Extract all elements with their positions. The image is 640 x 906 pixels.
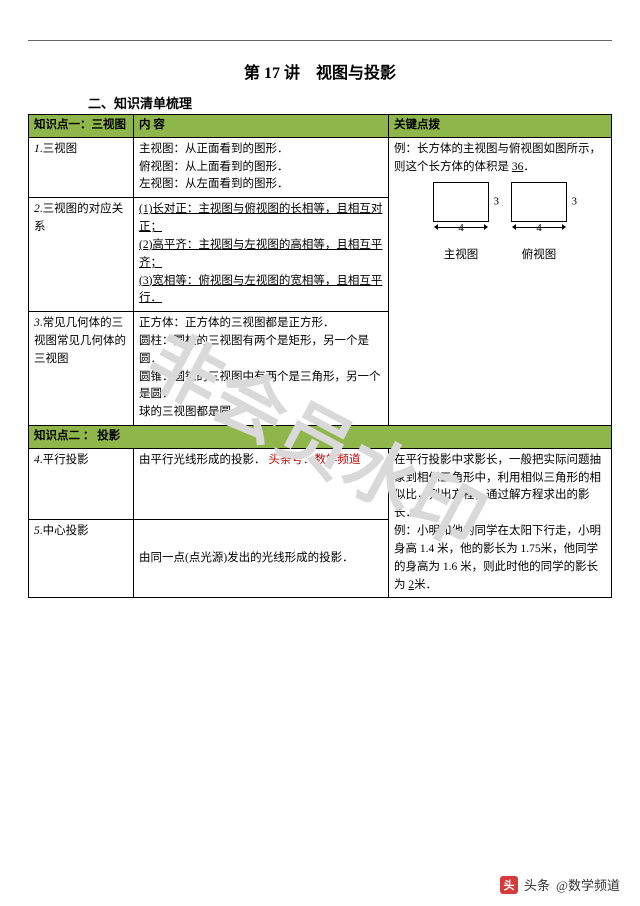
front-rect: 3 4 (433, 182, 489, 222)
row-text: .三视图 (40, 143, 77, 155)
dim-label: 4 (458, 220, 464, 237)
row-text: .常见几何体的三视图常见几何体的三视图 (34, 317, 126, 365)
diagram-top: 3 4 俯视图 (511, 182, 567, 265)
tag-channel: 数学频道 (314, 454, 360, 466)
diagram-caption: 俯视图 (511, 247, 567, 265)
table-row: 4.平行投影 由平行光线形成的投影． 头条号：数学频道 在平行投影中求影长，一般… (29, 448, 612, 520)
col3-header: 关键点拨 (389, 115, 612, 138)
row5-content: 由同一点(点光源)发出的光线形成的投影． (134, 520, 389, 598)
diagram-front: 3 4 主视图 (433, 182, 489, 265)
content-text: 由平行光线形成的投影． (139, 454, 266, 466)
section-row: 知识点二 ： 投影 (29, 426, 612, 449)
row5-label: 5.中心投影 (29, 520, 134, 598)
content-line: (1)长对正：主视图与俯视图的长相等，且相互对正； (139, 201, 383, 237)
ex1-suffix: ． (523, 161, 535, 173)
col1-header: 知识点一：三视图 (29, 115, 134, 138)
ex1-answer: 36 (512, 161, 524, 173)
footer-author: @数学频道 (556, 875, 620, 894)
row3-label: 3.常见几何体的三视图常见几何体的三视图 (29, 312, 134, 426)
top-rect: 3 4 (511, 182, 567, 222)
content-line: 圆柱：圆柱的三视图有两个是矩形，另一个是圆． (139, 333, 383, 369)
content-line: 圆锥：圆锥的三视图中有两个是三角形，另一个是圆． (139, 369, 383, 405)
row2-content: (1)长对正：主视图与俯视图的长相等，且相互对正； (2)高平齐：主视图与左视图… (134, 198, 389, 312)
toutiao-logo-icon: 头 (500, 876, 518, 894)
section-subtitle: 二、知识清单梳理 (88, 93, 612, 112)
example1-text: 例：长方体的主视图与俯视图如图所示，则这个长方体的体积是 36． (394, 141, 606, 177)
row1-content: 主视图：从正面看到的图形． 俯视图：从上面看到的图形． 左视图：从左面看到的图形… (134, 137, 389, 197)
col2-header: 内 容 (134, 115, 389, 138)
content-line: 主视图：从正面看到的图形． (139, 141, 383, 159)
content-line: 正方体：正方体的三视图都是正方形． (139, 315, 383, 333)
key-example2: 例：小明和他的同学在太阳下行走，小明身高 1.4 米，他的影长为 1.75米，他… (394, 523, 606, 594)
row-text: .三视图的对应关系 (34, 203, 123, 233)
table-row: 1.三视图 主视图：从正面看到的图形． 俯视图：从上面看到的图形． 左视图：从左… (29, 137, 612, 197)
lesson-title: 第 17 讲 视图与投影 (28, 59, 612, 83)
diagram-caption: 主视图 (433, 247, 489, 265)
row4-content: 由平行光线形成的投影． 头条号：数学频道 (134, 448, 389, 520)
ex2-suffix: 米． (414, 579, 437, 591)
row2-label: 2.三视图的对应关系 (29, 198, 134, 312)
row1-label: 1.三视图 (29, 137, 134, 197)
page: 第 17 讲 视图与投影 二、知识清单梳理 知识点一：三视图 内 容 关键点拨 … (0, 0, 640, 598)
footer: 头 头条 @数学频道 (500, 875, 620, 894)
knowledge-table: 知识点一：三视图 内 容 关键点拨 1.三视图 主视图：从正面看到的图形． 俯视… (28, 114, 612, 598)
key-cell-1: 例：长方体的主视图与俯视图如图所示，则这个长方体的体积是 36． 3 4 主视图 (389, 137, 612, 425)
content-line: 球的三视图都是圆． (139, 404, 383, 422)
key-para: 在平行投影中求影长，一般把实际问题抽象到相似三角形中，利用相似三角形的相似比，列… (394, 452, 606, 523)
row-text: .中心投影 (40, 525, 89, 537)
dim-label: 4 (536, 220, 542, 237)
table-header-row: 知识点一：三视图 内 容 关键点拨 (29, 115, 612, 138)
content-line: (2)高平齐：主视图与左视图的高相等，且相互平齐； (139, 237, 383, 273)
ex1-prefix: 例：长方体的主视图与俯视图如图所示，则这个长方体的体积是 (394, 143, 601, 173)
row-text: .平行投影 (40, 454, 89, 466)
content-line: (3)宽相等：俯视图与左视图的宽相等，且相互平行． (139, 273, 383, 309)
dim-label: 3 (572, 194, 578, 211)
top-rule (28, 40, 612, 41)
footer-by: 头条 (524, 875, 550, 894)
content-line: 左视图：从左面看到的图形． (139, 176, 383, 194)
row4-label: 4.平行投影 (29, 448, 134, 520)
diagram-wrap: 3 4 主视图 3 (394, 182, 606, 265)
key-cell-2: 在平行投影中求影长，一般把实际问题抽象到相似三角形中，利用相似三角形的相似比，列… (389, 448, 612, 598)
dim-label: 3 (494, 194, 500, 211)
section2-header: 知识点二 ： 投影 (29, 426, 612, 449)
row3-content: 正方体：正方体的三视图都是正方形． 圆柱：圆柱的三视图有两个是矩形，另一个是圆．… (134, 312, 389, 426)
tag-prefix: 头条号： (268, 454, 314, 466)
content-line: 俯视图：从上面看到的图形． (139, 159, 383, 177)
